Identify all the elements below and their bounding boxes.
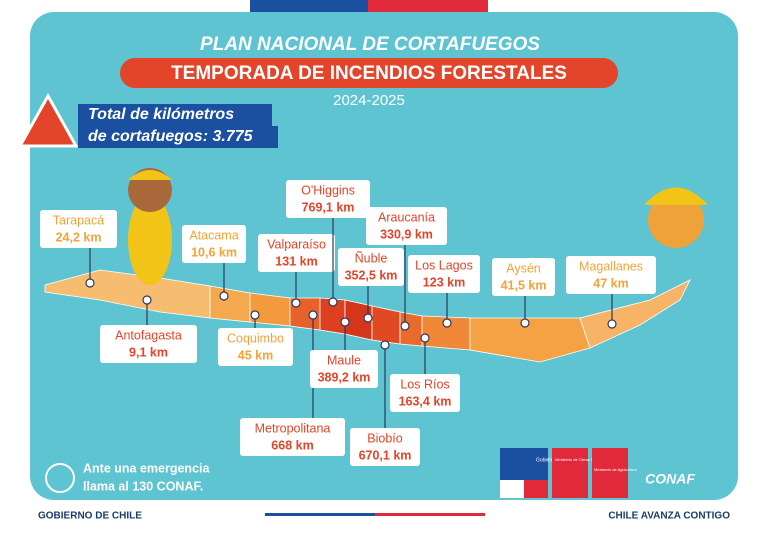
region-point xyxy=(363,313,373,323)
logo-text: Ministerio de Obras Públicas xyxy=(555,457,606,462)
region-value: 668 km xyxy=(271,438,313,452)
region-value: 10,6 km xyxy=(191,245,237,259)
footer-line xyxy=(265,513,375,516)
region-point xyxy=(250,310,260,320)
region-name: O'Higgins xyxy=(301,183,355,197)
region-name: Coquimbo xyxy=(227,331,284,345)
region-point xyxy=(607,319,617,329)
phone-icon xyxy=(45,463,75,493)
emergency-text: Ante una emergencia xyxy=(83,461,210,475)
region-point xyxy=(442,318,452,328)
title: PLAN NACIONAL DE CORTAFUEGOS xyxy=(200,34,540,55)
logo-text: CONAF xyxy=(645,471,695,487)
region-point xyxy=(328,297,338,307)
region-value: 163,4 km xyxy=(399,394,452,408)
label-box xyxy=(100,325,197,363)
region-value: 670,1 km xyxy=(359,448,412,462)
region-name: Tarapacá xyxy=(53,213,104,227)
region-point xyxy=(400,321,410,331)
map-region xyxy=(371,305,401,345)
region-value: 123 km xyxy=(423,275,465,289)
region-name: Los Ríos xyxy=(400,377,449,391)
region-name: Antofagasta xyxy=(115,328,182,342)
map-region xyxy=(469,317,591,363)
region-name: Los Lagos xyxy=(415,258,473,272)
total-bg xyxy=(78,126,278,148)
region-value: 389,2 km xyxy=(318,370,371,384)
region-name: Biobío xyxy=(367,431,402,445)
region-value: 330,9 km xyxy=(380,227,433,241)
region-name: Magallanes xyxy=(579,259,643,273)
subtitle: TEMPORADA DE INCENDIOS FORESTALES xyxy=(171,63,567,84)
map-region xyxy=(579,279,691,349)
season: 2024-2025 xyxy=(333,92,405,109)
region-name: Maule xyxy=(327,353,361,367)
map-region xyxy=(249,292,291,327)
region-point xyxy=(85,278,95,288)
footer-line xyxy=(375,513,485,516)
region-name: Ñuble xyxy=(355,251,388,265)
label-box xyxy=(390,374,460,412)
region-point xyxy=(520,318,530,328)
region-point xyxy=(219,291,229,301)
region-value: 47 km xyxy=(593,276,628,290)
region-value: 131 km xyxy=(275,254,317,268)
label-box xyxy=(350,428,420,466)
region-name: Metropolitana xyxy=(255,421,331,435)
label-box xyxy=(366,207,447,245)
label-box xyxy=(492,258,555,296)
label-box xyxy=(182,225,246,263)
footer-right: CHILE AVANZA CONTIGO xyxy=(608,511,730,522)
total-line: de cortafuegos: 3.775 xyxy=(88,128,254,145)
logos: Gobierno de Chile Ministerio de Obras Pú… xyxy=(500,448,695,498)
label-box xyxy=(286,180,370,218)
region-name: Atacama xyxy=(189,228,238,242)
label-box xyxy=(240,418,345,456)
region-name: Aysén xyxy=(506,261,541,275)
region-value: 769,1 km xyxy=(302,200,355,214)
label-box xyxy=(310,350,378,388)
region-point xyxy=(420,333,430,343)
footer-left: GOBIERNO DE CHILE xyxy=(38,511,142,522)
region-point xyxy=(142,295,152,305)
total-line: Total de kilómetros xyxy=(88,106,234,123)
label-box xyxy=(40,210,117,248)
subtitle-bg xyxy=(120,58,618,88)
region-value: 24,2 km xyxy=(56,230,102,244)
label-box xyxy=(218,328,293,366)
region-name: Araucanía xyxy=(378,210,435,224)
region-value: 352,5 km xyxy=(345,268,398,282)
region-point xyxy=(291,298,301,308)
region-point xyxy=(308,310,318,320)
region-point xyxy=(340,317,350,327)
label-box xyxy=(258,234,335,272)
mascot-ant xyxy=(644,187,708,248)
emergency-text: llama al 130 CONAF. xyxy=(83,479,203,493)
region-value: 41,5 km xyxy=(501,278,547,292)
logo-text: Ministerio de Agricultura xyxy=(594,467,637,472)
region-value: 9,1 km xyxy=(129,345,168,359)
region-point xyxy=(380,340,390,350)
label-box xyxy=(408,255,480,293)
mascot-beaver xyxy=(128,168,172,285)
fire-icon xyxy=(17,92,79,148)
region-name: Valparaíso xyxy=(267,237,326,251)
region-value: 45 km xyxy=(238,348,273,362)
label-box xyxy=(338,248,404,286)
label-box xyxy=(566,256,656,294)
total-bg xyxy=(78,104,272,126)
